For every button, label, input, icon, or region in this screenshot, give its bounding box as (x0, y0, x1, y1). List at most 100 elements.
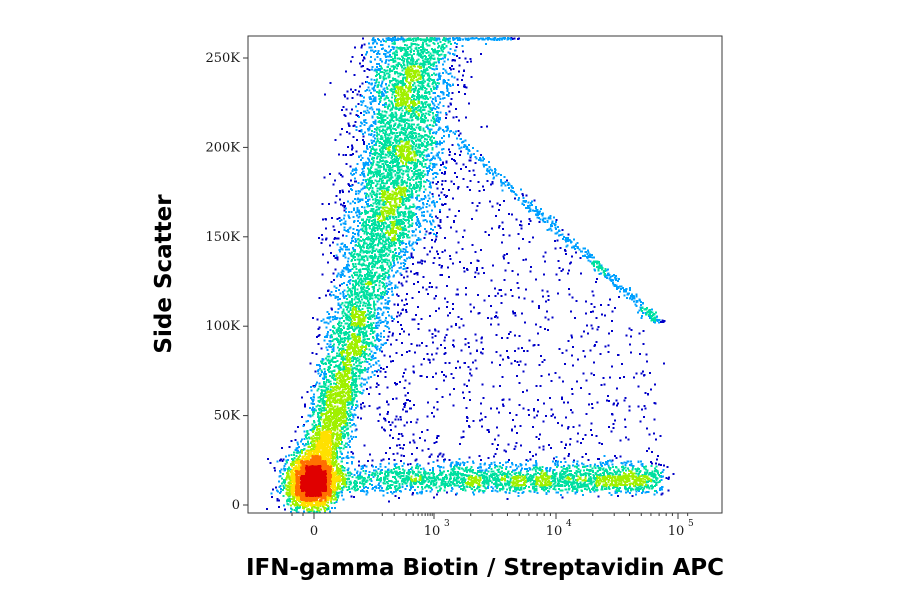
event-dot (393, 264, 396, 267)
event-dot (359, 244, 362, 247)
event-dot (461, 461, 464, 464)
event-dot (531, 455, 534, 457)
event-dot (404, 267, 407, 270)
event-dot (379, 322, 382, 324)
event-dot (492, 173, 494, 176)
event-dot (452, 116, 455, 119)
event-dot (398, 497, 400, 500)
event-dot (308, 414, 311, 417)
event-dot (600, 383, 603, 386)
event-dot (635, 295, 638, 298)
event-dot (376, 308, 379, 311)
event-dot (368, 46, 371, 49)
event-dot (368, 126, 371, 129)
event-dot (492, 177, 495, 180)
event-dot (364, 242, 367, 245)
event-dot (629, 289, 632, 292)
event-dot (327, 366, 330, 369)
event-dot (490, 490, 493, 493)
event-dot (401, 48, 404, 51)
event-dot (566, 401, 569, 404)
event-dot (495, 465, 498, 467)
event-dot (554, 239, 556, 242)
event-dot (586, 469, 589, 471)
event-dot (281, 473, 284, 475)
event-dot (591, 487, 594, 490)
event-dot (492, 487, 495, 490)
event-dot (413, 371, 416, 374)
event-dot (590, 302, 593, 305)
event-dot (525, 468, 528, 471)
event-dot (340, 464, 343, 467)
event-dot (393, 464, 396, 467)
event-dot (490, 38, 493, 41)
event-dot (468, 372, 471, 375)
event-dot (444, 362, 447, 364)
event-dot (312, 412, 315, 415)
event-dot (415, 162, 418, 165)
event-dot (645, 465, 647, 468)
event-dot (405, 293, 408, 296)
event-dot (276, 499, 279, 502)
event-dot (607, 395, 609, 398)
event-dot (503, 37, 506, 39)
event-dot (383, 428, 386, 431)
event-dot (535, 461, 538, 464)
event-dot (502, 464, 505, 467)
event-dot (322, 372, 325, 375)
event-dot (266, 508, 268, 510)
event-dot (450, 103, 452, 106)
event-dot (524, 363, 527, 366)
event-dot (430, 128, 433, 131)
event-dot (592, 263, 595, 265)
event-dot (595, 260, 598, 263)
event-dot (406, 38, 408, 41)
event-dot (621, 462, 624, 465)
event-dot (436, 187, 439, 190)
event-dot (351, 414, 354, 417)
event-dot (339, 325, 341, 328)
event-dot (426, 415, 429, 418)
event-dot (491, 227, 493, 230)
event-dot (566, 244, 569, 247)
event-dot (624, 491, 627, 494)
event-dot (363, 206, 366, 209)
event-dot (347, 248, 349, 251)
event-dot (384, 466, 387, 469)
event-dot (358, 460, 360, 463)
event-dot (431, 147, 434, 150)
event-dot (442, 104, 445, 107)
event-dot (558, 278, 561, 281)
event-dot (415, 43, 418, 46)
event-dot (358, 199, 361, 202)
event-dot (412, 241, 415, 244)
event-dot (344, 243, 347, 246)
event-dot (323, 368, 326, 370)
event-dot (365, 388, 368, 390)
event-dot (578, 248, 581, 251)
event-dot (553, 469, 556, 472)
event-dot (533, 488, 536, 491)
event-dot (442, 93, 445, 96)
event-dot (427, 90, 430, 93)
event-dot (378, 129, 381, 132)
event-dot (417, 221, 420, 224)
event-dot (387, 468, 390, 471)
event-dot (364, 367, 367, 370)
event-dot (375, 479, 378, 481)
event-dot (582, 469, 585, 472)
event-dot (417, 47, 420, 50)
event-dot (468, 149, 471, 152)
event-dot (345, 235, 348, 238)
event-dot (655, 438, 657, 441)
event-dot (601, 313, 604, 316)
event-dot (386, 481, 389, 483)
event-dot (492, 385, 495, 388)
event-dot (346, 469, 349, 472)
event-dot (464, 489, 467, 492)
event-dot (405, 350, 408, 353)
event-dot (491, 38, 494, 41)
event-dot (377, 420, 380, 423)
event-dot (511, 37, 514, 40)
event-dot (472, 493, 475, 496)
